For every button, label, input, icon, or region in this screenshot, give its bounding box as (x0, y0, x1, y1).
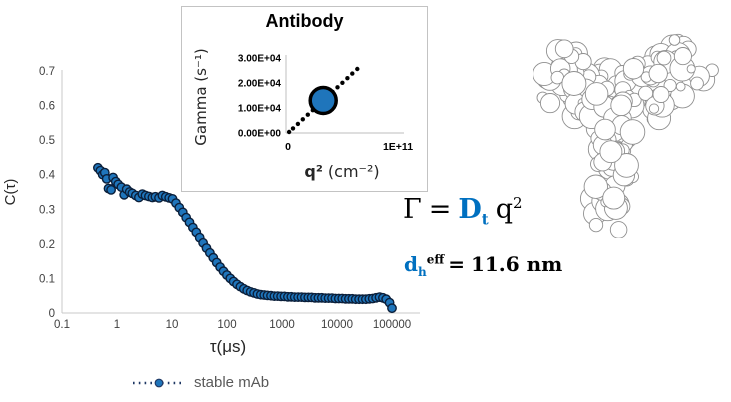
fit-dot (335, 85, 340, 90)
inset-chart-panel: Antibody 0.00E+00 1.00E+04 2.00E+04 3.00E+0… (181, 6, 428, 192)
legend-marker-dotted-line (133, 378, 185, 387)
fit-dot (290, 126, 296, 131)
inset-x-tick-label: 1E+11 (383, 141, 413, 153)
x-tick-label: 0.1 (54, 319, 70, 331)
data-point (387, 303, 397, 314)
x-tick-label: 1 (114, 319, 120, 331)
y-tick-label: 0.7 (39, 66, 55, 78)
inset-y-tick-label: 0.00E+00 (238, 129, 282, 140)
x-tick-label: 1000 (269, 319, 295, 331)
x-tick-label: 10 (166, 319, 179, 331)
fit-dot (300, 117, 305, 122)
y-tick-label: 0 (49, 308, 55, 320)
chart-legend: stable mAb (132, 374, 269, 391)
y-axis-title: C(τ) (2, 179, 19, 206)
equation-q-symbol: q (495, 194, 514, 225)
y-tick-label: 0.3 (39, 204, 55, 216)
dh-value: 11.6 nm (470, 252, 563, 276)
inset-y-axis-title: Gamma (s⁻¹) (192, 48, 210, 145)
inset-y-tick-label: 2.00E+04 (238, 79, 282, 90)
gamma-equation: Γ = Dt q2 (403, 194, 523, 228)
y-tick-label: 0.1 (39, 273, 55, 285)
x-tick-label: 100 (217, 319, 236, 331)
fit-dot (340, 80, 345, 86)
y-tick-label: 0.5 (39, 135, 55, 147)
dh-subscript: h (417, 265, 427, 279)
x-tick-label: 10000 (321, 319, 353, 331)
inset-axes: 0.00E+00 1.00E+04 2.00E+04 3.00E+04 0 1E+11 Ga… (192, 48, 413, 181)
equation-equals: = (428, 194, 452, 225)
inset-highlight-point (308, 85, 338, 116)
y-tick-label: 0.4 (39, 170, 56, 182)
antibody-structure-image (533, 33, 719, 238)
main-axes: 00.10.20.30.40.50.60.70.1 1 10 100 1000 10000… (2, 66, 420, 356)
fit-dot (345, 76, 350, 81)
inset-y-tick-label: 3.00E+04 (238, 54, 282, 65)
fit-dot (286, 129, 292, 135)
dh-symbol: d (404, 252, 418, 276)
inset-x-axis-title: q² (cm⁻²) (304, 162, 379, 181)
data-point (106, 184, 117, 195)
equation-diffusion-coefficient: D (458, 194, 482, 225)
x-tick-label: 100000 (373, 319, 411, 331)
fit-dot (295, 121, 301, 127)
hydrodynamic-diameter-result: dheff = 11.6 nm (404, 252, 562, 279)
series-markers (93, 162, 397, 314)
y-tick-label: 0.2 (39, 239, 55, 251)
correlation-function-chart: 00.10.20.30.40.50.60.70.1 1 10 100 1000 10000… (2, 66, 420, 356)
inset-chart-title: Antibody (265, 11, 344, 31)
legend-label: stable mAb (194, 374, 270, 391)
dh-equals: = (448, 252, 465, 276)
fit-dot (305, 112, 310, 117)
fit-dot (350, 71, 355, 76)
inset-y-tick-label: 1.00E+04 (238, 104, 282, 115)
gamma-vs-q2-chart: 0.00E+00 1.00E+04 2.00E+04 3.00E+04 0 1E+11 Ga… (192, 48, 413, 181)
equation-gamma-symbol: Γ (403, 194, 422, 225)
antibody-blobs (533, 33, 719, 238)
equation-dt-subscript: t (481, 210, 489, 229)
y-tick-label: 0.6 (39, 101, 55, 113)
inset-x-tick-label: 0 (285, 141, 291, 153)
fit-dot (355, 66, 360, 72)
x-axis-title: τ(μs) (210, 337, 246, 356)
equation-q-exponent: 2 (513, 194, 523, 212)
dh-superscript-eff: eff (426, 252, 445, 267)
